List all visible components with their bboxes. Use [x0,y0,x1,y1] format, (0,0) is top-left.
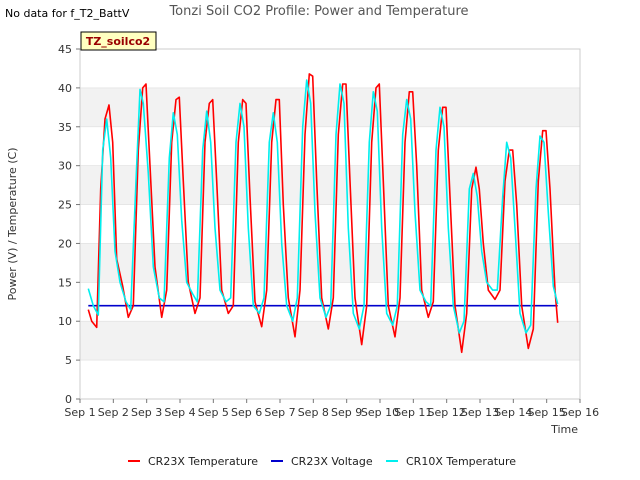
chart-title: Tonzi Soil CO2 Profile: Power and Temper… [168,4,468,19]
x-tick-label: Sep 2 [98,406,129,419]
x-tick-label: Sep 16 [561,406,599,419]
y-tick-label: 25 [58,199,72,212]
grid-band [80,321,580,361]
site-badge-label: TZ_soilco2 [86,35,150,48]
x-tick-label: Sep 12 [428,406,466,419]
y-tick-label: 30 [58,160,72,173]
y-tick-label: 35 [58,121,72,134]
legend-label-cr23x-voltage: CR23X Voltage [291,455,373,468]
x-tick-label: Sep 7 [264,406,295,419]
grid-band [80,204,580,244]
grid-bands [80,48,580,400]
x-tick-label: Sep 9 [331,406,362,419]
x-tick-label: Sep 1 [64,406,95,419]
grid-band [80,49,580,88]
x-tick-label: Sep 14 [494,406,532,419]
grid-band [80,87,580,127]
series-line-cr23x-temperature [87,73,559,354]
no-data-message: No data for f_T2_BattV [5,7,130,20]
x-tick-label: Sep 15 [528,406,566,419]
y-tick-label: 20 [58,237,72,250]
y-tick-label: 5 [65,354,72,367]
legend-label-cr10x-temperature: CR10X Temperature [406,455,516,468]
y-tick-label: 15 [58,276,72,289]
grid-band [80,126,580,166]
x-tick-label: Sep 10 [361,406,399,419]
y-axis-label: Power (V) / Temperature (C) [6,147,19,300]
y-tick-label: 40 [58,82,72,95]
legend-label-cr23x-temperature: CR23X Temperature [148,455,258,468]
y-tick-label: 45 [58,43,72,56]
site-badge: TZ_soilco2 [80,31,157,51]
x-tick-label: Sep 3 [131,406,162,419]
x-tick-label: Sep 11 [394,406,432,419]
x-tick-label: Sep 8 [298,406,329,419]
y-tick-label: 10 [58,315,72,328]
series-line-cr10x-temperature [87,79,559,334]
series-group [87,73,559,354]
grid-band [80,243,580,283]
x-tick-label: Sep 4 [164,406,195,419]
x-axis-label: Time [550,423,578,436]
site-badge-box [80,31,157,51]
x-tick-label: Sep 6 [231,406,262,419]
grid-band [80,165,580,205]
grid-band [80,360,580,399]
x-tick-label: Sep 5 [198,406,229,419]
plot-frame [79,48,581,400]
legend: CR23X Temperature CR23X Voltage CR10X Temp… [128,455,516,468]
x-axis: Sep 1 Sep 2 Sep 3 Sep 4 Sep 5 Sep 6 Sep 7 Sep 8… [64,399,599,419]
y-tick-label: 0 [65,393,72,406]
x-tick-label: Sep 13 [461,406,499,419]
y-axis: 0 5 10 15 20 25 30 35 40 45 [58,43,80,406]
